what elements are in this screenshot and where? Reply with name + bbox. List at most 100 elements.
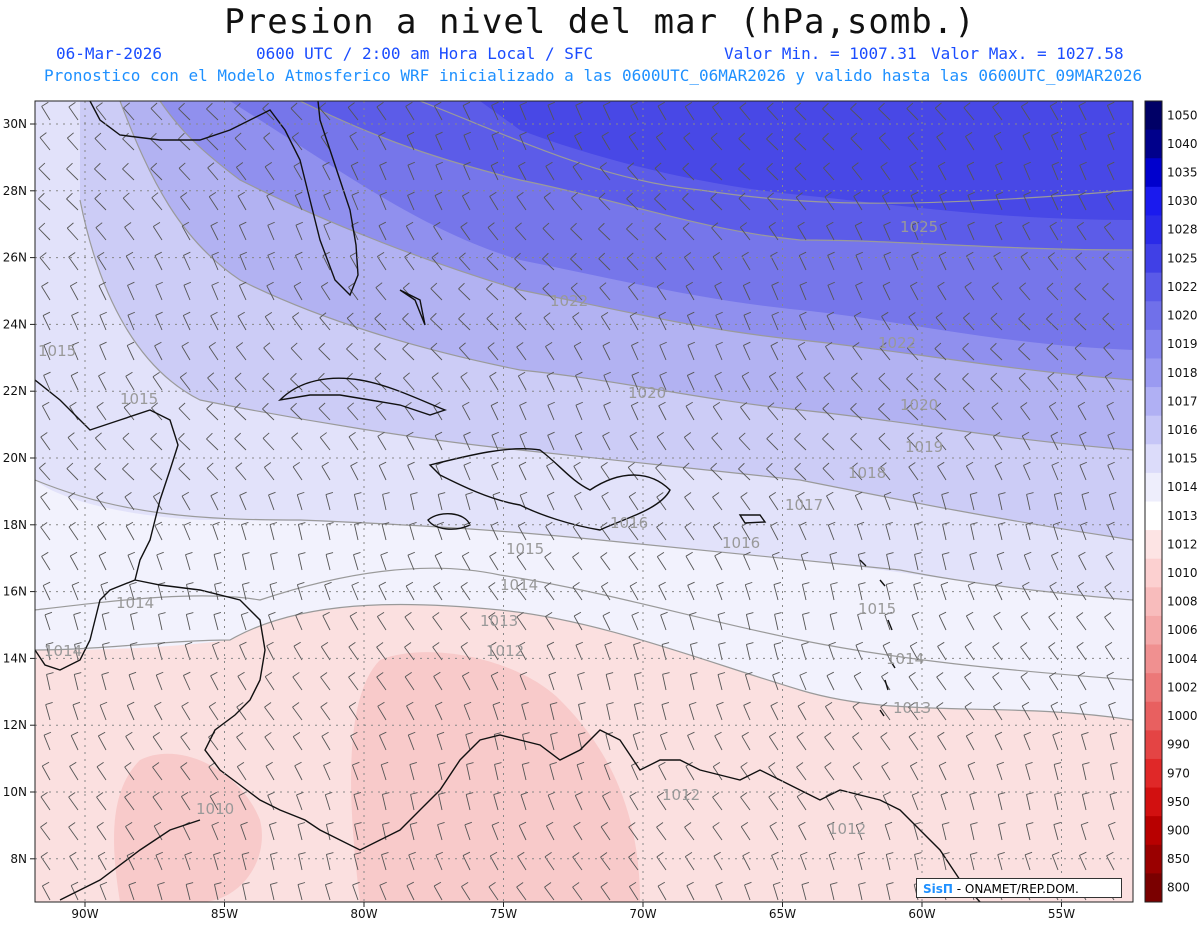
wind-barb xyxy=(458,282,471,301)
wind-barb xyxy=(906,402,919,421)
wind-barb xyxy=(380,761,389,781)
wind-barb xyxy=(824,762,835,781)
wind-barb xyxy=(236,732,247,751)
wind-barb xyxy=(909,641,919,661)
wind-barb xyxy=(521,762,530,781)
wind-barb xyxy=(156,551,164,571)
colorbar-swatch xyxy=(1145,558,1162,588)
wind-barb xyxy=(128,671,137,691)
wind-barb xyxy=(488,612,499,631)
wind-barb xyxy=(743,701,751,721)
wind-barb xyxy=(850,402,863,421)
wind-barb xyxy=(771,281,779,301)
wind-barb xyxy=(545,341,555,361)
wind-barb xyxy=(628,132,639,151)
wind-barb xyxy=(41,101,51,121)
wind-barb xyxy=(1076,222,1087,241)
wind-barb xyxy=(1103,222,1115,241)
wind-barb xyxy=(794,132,807,151)
wind-barb xyxy=(97,731,107,751)
wind-barb xyxy=(407,551,416,571)
isobar-label: 1015 xyxy=(38,342,76,360)
wind-barb xyxy=(799,281,808,301)
wind-barb xyxy=(659,371,667,391)
wind-barb xyxy=(239,641,247,661)
lat-tick-label: 20N xyxy=(3,451,27,465)
wind-barb xyxy=(348,672,359,691)
lon-tick-label: 90W xyxy=(71,907,98,921)
wind-barb xyxy=(768,371,779,391)
wind-barb xyxy=(544,552,555,571)
wind-barb xyxy=(38,162,51,181)
wind-barb xyxy=(628,552,639,571)
wind-barb xyxy=(855,281,863,301)
wind-barb xyxy=(152,221,163,241)
wind-barb xyxy=(794,162,807,181)
wind-barb xyxy=(855,641,864,661)
wind-barb xyxy=(570,282,583,301)
wind-barb xyxy=(213,612,222,631)
wind-barb xyxy=(263,462,275,481)
wind-barb xyxy=(434,431,443,451)
wind-barb xyxy=(682,192,695,211)
wind-barb xyxy=(573,341,583,361)
wind-barb xyxy=(997,522,1006,541)
wind-barb xyxy=(208,191,219,211)
wind-barb xyxy=(465,792,474,811)
wind-barb xyxy=(490,671,499,691)
wind-barb xyxy=(213,552,222,571)
wind-barb xyxy=(1024,851,1033,871)
wind-barb xyxy=(269,852,278,871)
wind-barb xyxy=(487,222,499,241)
wind-barb xyxy=(939,221,947,241)
wind-barb xyxy=(297,522,306,541)
wind-barb xyxy=(994,461,1003,481)
colorbar-swatch xyxy=(1145,615,1162,646)
wind-barb xyxy=(766,162,779,181)
wind-barb xyxy=(1079,431,1087,451)
wind-barb xyxy=(207,162,219,181)
wind-barb xyxy=(460,642,471,661)
wind-barb xyxy=(1104,371,1115,391)
wind-barb xyxy=(184,851,192,871)
colorbar-swatch xyxy=(1145,301,1162,331)
coastlines xyxy=(35,101,981,902)
wind-barb xyxy=(825,791,835,811)
colorbar-label: 1025 xyxy=(1167,251,1198,265)
wind-barb xyxy=(1104,612,1115,631)
wind-barb xyxy=(546,131,555,151)
pressure-field: 1025 1022 1022 1020 1020 1019 1018 1017 … xyxy=(35,101,1133,902)
wind-barb xyxy=(774,612,782,631)
colorbar-label: 990 xyxy=(1167,738,1190,752)
wind-barb xyxy=(1080,821,1089,841)
wind-barb xyxy=(767,402,779,421)
wind-barb xyxy=(794,402,807,421)
wind-barb xyxy=(375,402,387,421)
wind-barb xyxy=(770,251,779,271)
isobar-label: 1018 xyxy=(848,464,886,482)
wind-barb xyxy=(688,701,697,721)
wind-barb xyxy=(662,672,670,691)
wind-barb xyxy=(797,221,807,241)
wind-barb xyxy=(910,281,919,301)
wind-barb xyxy=(462,401,471,421)
map-frame xyxy=(34,100,1134,903)
wind-barb xyxy=(574,131,583,151)
wind-barb xyxy=(822,132,835,151)
wind-barb xyxy=(295,251,303,271)
colorbar-label: 1035 xyxy=(1167,166,1198,180)
wind-barb xyxy=(180,762,191,781)
wind-barb xyxy=(914,852,922,871)
wind-barb xyxy=(878,132,891,151)
wind-barb xyxy=(376,672,387,691)
wind-barb xyxy=(320,281,331,301)
wind-barb xyxy=(962,402,975,421)
wind-barb xyxy=(298,852,306,871)
wind-barb xyxy=(998,822,1006,841)
wind-barb xyxy=(795,192,807,211)
credit-brand: SisΠ xyxy=(923,882,953,896)
wind-barb xyxy=(97,521,107,541)
wind-barb xyxy=(346,342,359,361)
wind-barb xyxy=(852,702,863,721)
wind-barb xyxy=(323,221,331,241)
